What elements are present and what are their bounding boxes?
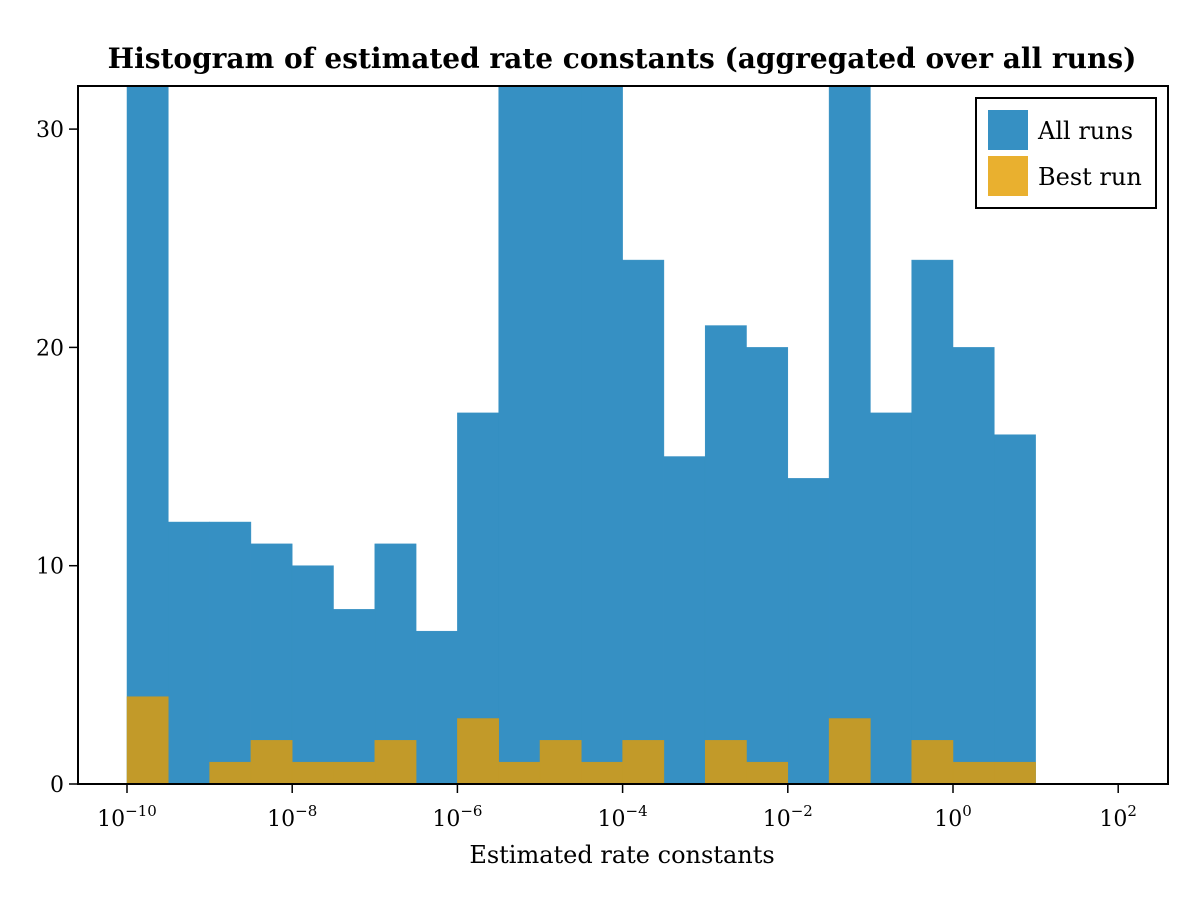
- best-run-bar: [250, 740, 293, 785]
- x-tick-label: 10−2: [763, 802, 813, 832]
- legend-swatch-best-run: [988, 156, 1028, 196]
- best-run-bar: [209, 761, 252, 785]
- legend: All runs Best run: [975, 97, 1157, 209]
- all-runs-bar: [828, 85, 871, 785]
- all-runs-bar: [746, 347, 789, 785]
- best-run-bar: [498, 761, 541, 785]
- best-run-bar: [622, 740, 665, 785]
- x-axis-label: Estimated rate constants: [469, 841, 774, 869]
- legend-label-all-runs: All runs: [1037, 117, 1133, 145]
- all-runs-bar: [994, 434, 1036, 785]
- legend-label-best-run: Best run: [1038, 163, 1142, 191]
- y-tick-label: 10: [36, 555, 64, 580]
- y-tick-label: 30: [36, 118, 64, 143]
- all-runs-bar: [911, 259, 954, 785]
- all-runs-bar: [622, 259, 665, 785]
- all-runs-bar: [581, 85, 623, 785]
- legend-swatch-all-runs: [988, 110, 1028, 150]
- best-run-bar: [911, 740, 954, 785]
- all-runs-bar: [663, 456, 706, 785]
- best-run-bar: [539, 740, 582, 785]
- best-run-bar: [952, 761, 995, 785]
- y-tick-label: 20: [36, 336, 64, 361]
- best-run-bar: [994, 761, 1036, 785]
- x-tick-label: 10−6: [432, 802, 482, 832]
- all-runs-bar: [209, 521, 252, 785]
- best-run-bar: [581, 761, 623, 785]
- x-tick-label: 10−4: [598, 802, 648, 832]
- y-tick-label: 0: [50, 773, 64, 798]
- all-runs-bar: [126, 85, 169, 785]
- all-runs-bar: [498, 85, 541, 785]
- all-runs-bar: [952, 347, 995, 785]
- best-run-bar: [291, 761, 334, 785]
- x-tick-label: 100: [934, 802, 972, 832]
- all-runs-bar: [291, 565, 334, 785]
- bars-group: [126, 85, 1036, 785]
- all-runs-bar: [415, 630, 458, 785]
- chart-title: Histogram of estimated rate constants (a…: [108, 42, 1137, 75]
- all-runs-bar: [704, 325, 747, 785]
- best-run-bar: [126, 696, 169, 785]
- best-run-bar: [704, 740, 747, 785]
- best-run-bar: [333, 761, 376, 785]
- all-runs-bar: [333, 609, 376, 785]
- best-run-bar: [457, 718, 499, 785]
- all-runs-bar: [870, 412, 912, 785]
- all-runs-bar: [539, 85, 582, 785]
- x-tick-label: 102: [1099, 802, 1137, 832]
- x-tick-label: 10−8: [267, 802, 317, 832]
- best-run-bar: [374, 740, 417, 785]
- x-tick-label: 10−10: [97, 802, 157, 832]
- best-run-bar: [746, 761, 789, 785]
- all-runs-bar: [787, 478, 830, 785]
- all-runs-bar: [168, 521, 210, 785]
- best-run-bar: [828, 718, 871, 785]
